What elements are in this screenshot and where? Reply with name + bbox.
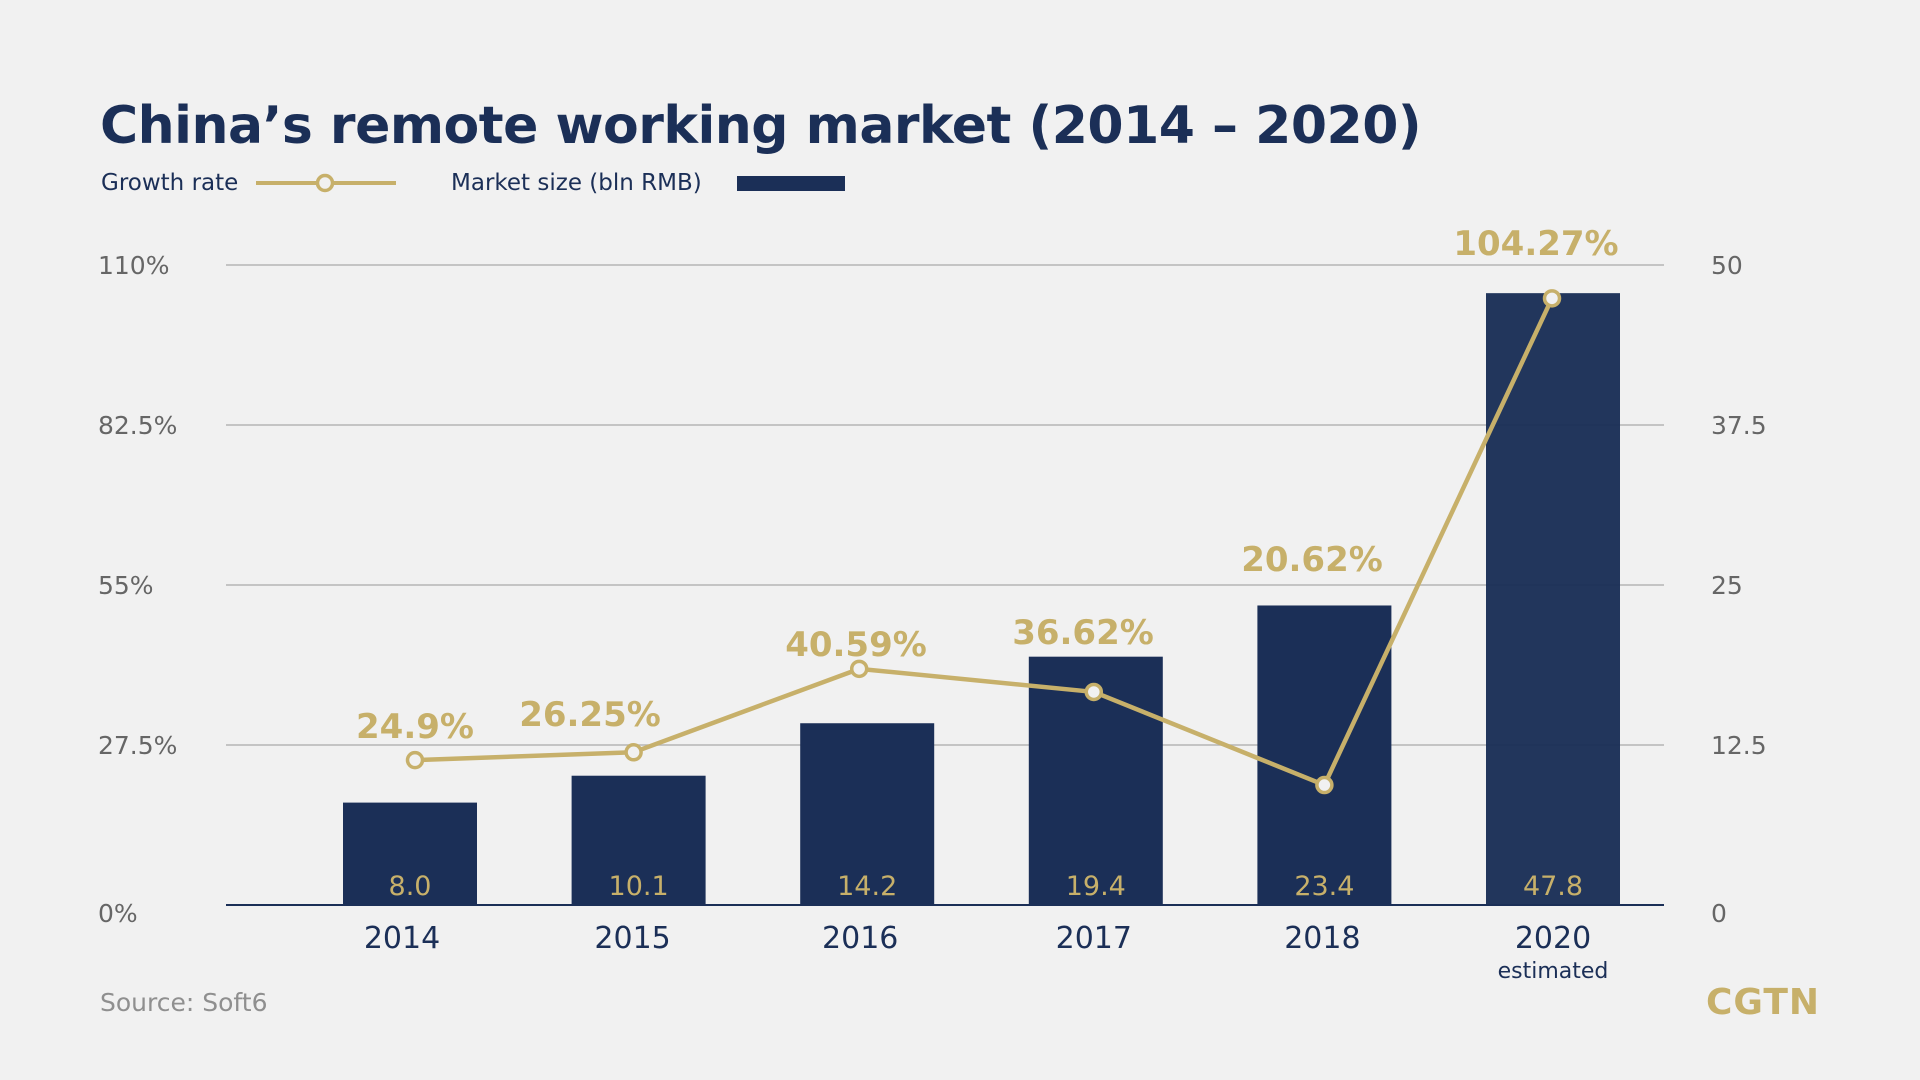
- x-tick-label: 2015: [594, 921, 670, 956]
- legend-growth-label: Growth rate: [101, 170, 239, 196]
- y-left-tick-label: 55%: [98, 571, 154, 600]
- legend-market-label: Market size (bln RMB): [451, 170, 702, 196]
- bar: [1257, 605, 1392, 905]
- growth-rate-line: [414, 297, 1555, 788]
- bar: [343, 802, 477, 905]
- y-left-tick-label: 0%: [98, 899, 138, 928]
- x-tick-label: 2016: [822, 921, 898, 956]
- y-right-tick-label: 25: [1711, 571, 1743, 600]
- y-right-tick-label: 0: [1711, 899, 1727, 928]
- chart-title: China’s remote working market (2014 – 20…: [100, 96, 1422, 156]
- bar: [571, 775, 706, 905]
- growth-rate-point: [849, 659, 869, 679]
- growth-rate-label: 36.62%: [1012, 613, 1154, 653]
- x-tick-note: estimated: [1498, 959, 1609, 984]
- bar: [800, 723, 935, 905]
- y-right-tick-label: 50: [1711, 251, 1743, 280]
- growth-rate-label: 26.25%: [519, 695, 661, 735]
- y-right-tick-label: 12.5: [1711, 731, 1767, 760]
- y-right-tick-label: 37.5: [1711, 411, 1767, 440]
- y-left-tick-label: 82.5%: [98, 411, 177, 440]
- bar: [1486, 293, 1620, 905]
- legend-growth-swatch: [256, 173, 396, 193]
- x-tick-label: 2014: [364, 921, 440, 956]
- x-tick-label: 2018: [1284, 921, 1360, 956]
- growth-rate-label: 104.27%: [1453, 224, 1618, 264]
- source-note: Source: Soft6: [100, 988, 268, 1017]
- growth-rate-label: 40.59%: [785, 625, 927, 665]
- legend-market-swatch: [737, 176, 845, 191]
- y-left-tick-label: 27.5%: [98, 731, 177, 760]
- bar-value-label: 19.4: [1066, 871, 1126, 902]
- growth-rate-point: [1084, 682, 1104, 702]
- bar-value-label: 47.8: [1523, 871, 1583, 902]
- x-tick-label: 2020: [1515, 921, 1591, 956]
- growth-rate-point: [1542, 289, 1562, 308]
- bar-value-label: 8.0: [389, 871, 432, 902]
- growth-rate-point: [1315, 775, 1334, 795]
- cgtn-logo: CGTN: [1706, 982, 1821, 1023]
- growth-rate-point: [405, 750, 425, 770]
- growth-rate-point: [624, 743, 643, 762]
- bar-value-label: 23.4: [1294, 871, 1354, 902]
- growth-rate-label: 24.9%: [356, 707, 474, 747]
- x-tick-label: 2017: [1056, 921, 1132, 956]
- bar-value-label: 10.1: [609, 871, 669, 902]
- growth-rate-label: 20.62%: [1241, 540, 1383, 580]
- bar-value-label: 14.2: [837, 871, 897, 902]
- y-left-tick-label: 110%: [98, 251, 169, 280]
